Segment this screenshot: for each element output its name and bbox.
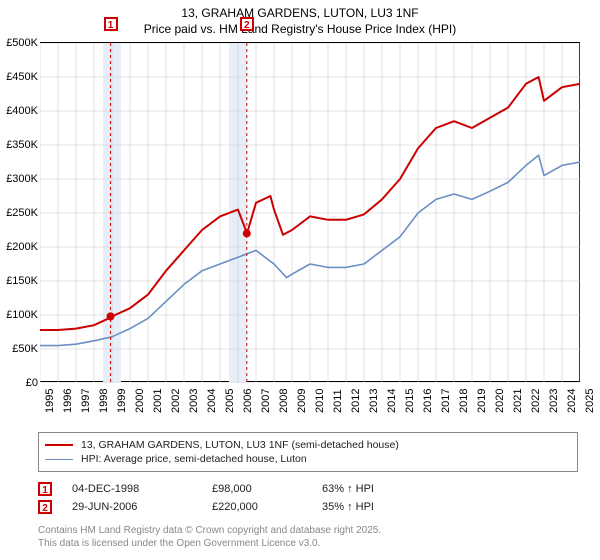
x-axis-label: 2016 <box>422 389 434 413</box>
x-axis-label: 2012 <box>350 389 362 413</box>
legend-item: HPI: Average price, semi-detached house,… <box>45 453 571 465</box>
x-axis-label: 2020 <box>494 389 506 413</box>
y-axis-label: £400K <box>0 105 38 117</box>
title-line2: Price paid vs. HM Land Registry's House … <box>0 22 600 38</box>
legend-swatch <box>45 459 73 460</box>
x-axis-label: 2015 <box>404 389 416 413</box>
legend-swatch <box>45 444 73 446</box>
x-axis-label: 1999 <box>116 389 128 413</box>
chart-plot-area: £0£50K£100K£150K£200K£250K£300K£350K£400… <box>40 42 580 382</box>
x-axis-label: 2017 <box>440 389 452 413</box>
title-line1: 13, GRAHAM GARDENS, LUTON, LU3 1NF <box>0 6 600 22</box>
legend-item: 13, GRAHAM GARDENS, LUTON, LU3 1NF (semi… <box>45 439 571 451</box>
x-axis-label: 1995 <box>44 389 56 413</box>
x-axis-label: 2014 <box>386 389 398 413</box>
sale-pct: 63% ↑ HPI <box>322 483 442 495</box>
x-axis-label: 2011 <box>332 389 344 413</box>
sale-pct: 35% ↑ HPI <box>322 501 442 513</box>
x-axis-label: 2000 <box>134 389 146 413</box>
x-axis-label: 2018 <box>458 389 470 413</box>
y-axis-label: £100K <box>0 309 38 321</box>
sale-date: 29-JUN-2006 <box>72 501 212 513</box>
x-axis-label: 2001 <box>152 389 164 413</box>
attribution-line2: This data is licensed under the Open Gov… <box>38 537 381 550</box>
sale-marker-box: 1 <box>104 17 118 31</box>
sales-table: 1 04-DEC-1998£98,00063% ↑ HPI 2 29-JUN-2006… <box>38 478 442 518</box>
x-axis-label: 2021 <box>512 389 524 413</box>
x-axis-label: 2013 <box>368 389 380 413</box>
y-axis-label: £350K <box>0 139 38 151</box>
x-axis-label: 2010 <box>314 389 326 413</box>
chart-container: 13, GRAHAM GARDENS, LUTON, LU3 1NF Price… <box>0 0 600 560</box>
x-axis-label: 2024 <box>566 389 578 413</box>
x-axis-label: 1996 <box>62 389 74 413</box>
y-axis-label: £150K <box>0 275 38 287</box>
attribution: Contains HM Land Registry data © Crown c… <box>38 524 381 550</box>
sale-marker-box: 2 <box>240 17 254 31</box>
x-axis-label: 2023 <box>548 389 560 413</box>
x-axis-label: 2022 <box>530 389 542 413</box>
x-axis-label: 2019 <box>476 389 488 413</box>
sale-price: £220,000 <box>212 501 322 513</box>
x-axis-label: 2006 <box>242 389 254 413</box>
x-axis-label: 2004 <box>206 389 218 413</box>
y-axis-label: £300K <box>0 173 38 185</box>
x-axis-label: 1997 <box>80 389 92 413</box>
sale-row: 1 04-DEC-1998£98,00063% ↑ HPI <box>38 482 442 496</box>
sale-index-box: 1 <box>38 482 52 496</box>
legend: 13, GRAHAM GARDENS, LUTON, LU3 1NF (semi… <box>38 432 578 472</box>
y-axis-label: £50K <box>0 343 38 355</box>
x-axis-label: 2025 <box>584 389 596 413</box>
legend-label: HPI: Average price, semi-detached house,… <box>81 453 307 465</box>
y-axis-label: £500K <box>0 37 38 49</box>
x-axis-label: 2008 <box>278 389 290 413</box>
x-axis-label: 2005 <box>224 389 236 413</box>
attribution-line1: Contains HM Land Registry data © Crown c… <box>38 524 381 537</box>
sale-index-box: 2 <box>38 500 52 514</box>
y-axis-label: £0 <box>0 377 38 389</box>
x-axis-label: 2007 <box>260 389 272 413</box>
x-axis-label: 1998 <box>98 389 110 413</box>
legend-label: 13, GRAHAM GARDENS, LUTON, LU3 1NF (semi… <box>81 439 399 451</box>
sale-date: 04-DEC-1998 <box>72 483 212 495</box>
chart-title: 13, GRAHAM GARDENS, LUTON, LU3 1NF Price… <box>0 0 600 37</box>
sale-row: 2 29-JUN-2006£220,00035% ↑ HPI <box>38 500 442 514</box>
x-axis-label: 2009 <box>296 389 308 413</box>
y-axis-label: £250K <box>0 207 38 219</box>
y-axis-label: £450K <box>0 71 38 83</box>
x-axis-label: 2002 <box>170 389 182 413</box>
sale-price: £98,000 <box>212 483 322 495</box>
x-axis-label: 2003 <box>188 389 200 413</box>
y-axis-label: £200K <box>0 241 38 253</box>
